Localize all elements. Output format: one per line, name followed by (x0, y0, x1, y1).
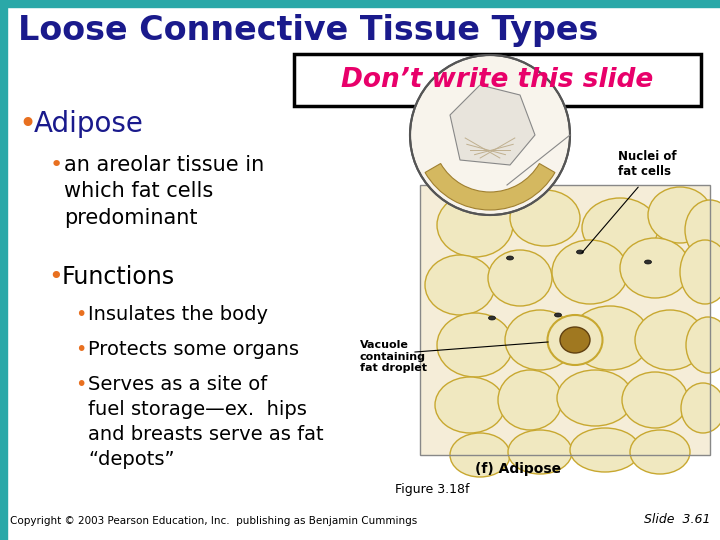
Ellipse shape (508, 430, 572, 474)
Text: Serves as a site of
fuel storage—ex.  hips
and breasts serve as fat
“depots”: Serves as a site of fuel storage—ex. hip… (88, 375, 323, 469)
Bar (0, 0, 720, 7)
Text: Loose Connective Tissue Types: Loose Connective Tissue Types (18, 14, 598, 47)
Ellipse shape (630, 430, 690, 474)
Ellipse shape (648, 187, 712, 243)
Ellipse shape (680, 240, 720, 304)
Text: Functions: Functions (62, 265, 175, 289)
Text: Copyright © 2003 Pearson Education, Inc.  publishing as Benjamin Cummings: Copyright © 2003 Pearson Education, Inc.… (10, 516, 418, 526)
Ellipse shape (510, 190, 580, 246)
Wedge shape (425, 164, 555, 210)
Text: •: • (75, 305, 86, 324)
Ellipse shape (437, 313, 513, 377)
Ellipse shape (620, 238, 690, 298)
Ellipse shape (582, 198, 658, 258)
Ellipse shape (570, 428, 640, 472)
Text: an areolar tissue in
which fat cells
predominant: an areolar tissue in which fat cells pre… (64, 155, 264, 228)
Bar (0, 0, 7, 540)
Text: •: • (75, 375, 86, 394)
Text: Nuclei of
fat cells: Nuclei of fat cells (618, 150, 677, 178)
Text: Insulates the body: Insulates the body (88, 305, 268, 324)
Text: Figure 3.18f: Figure 3.18f (395, 483, 469, 496)
Ellipse shape (506, 256, 513, 260)
Bar (420, 185, 710, 455)
Text: •: • (75, 340, 86, 359)
Ellipse shape (622, 372, 688, 428)
Text: Adipose: Adipose (34, 110, 144, 138)
Ellipse shape (547, 315, 603, 365)
Text: (f) Adipose: (f) Adipose (475, 462, 561, 476)
Ellipse shape (570, 306, 650, 370)
Ellipse shape (498, 370, 562, 430)
Ellipse shape (425, 255, 495, 315)
Ellipse shape (644, 260, 652, 264)
Bar (420, 185, 710, 455)
Ellipse shape (686, 317, 720, 373)
Ellipse shape (488, 250, 552, 306)
Ellipse shape (681, 383, 720, 433)
Ellipse shape (560, 327, 590, 353)
Ellipse shape (505, 310, 575, 370)
Ellipse shape (577, 250, 583, 254)
Ellipse shape (437, 193, 513, 257)
FancyBboxPatch shape (294, 54, 701, 106)
Ellipse shape (488, 316, 495, 320)
Text: Slide  3.61: Slide 3.61 (644, 513, 710, 526)
Text: •: • (48, 265, 63, 289)
Ellipse shape (552, 240, 628, 304)
Ellipse shape (685, 200, 720, 260)
Text: Don’t write this slide: Don’t write this slide (341, 67, 654, 93)
Ellipse shape (435, 377, 505, 433)
Text: Protects some organs: Protects some organs (88, 340, 299, 359)
Text: •: • (18, 110, 36, 139)
Polygon shape (450, 85, 535, 165)
Ellipse shape (450, 433, 510, 477)
Ellipse shape (557, 370, 633, 426)
Ellipse shape (554, 313, 562, 317)
Text: Vacuole
containing
fat droplet: Vacuole containing fat droplet (360, 340, 427, 373)
Text: •: • (50, 155, 63, 175)
Ellipse shape (635, 310, 705, 370)
Circle shape (410, 55, 570, 215)
